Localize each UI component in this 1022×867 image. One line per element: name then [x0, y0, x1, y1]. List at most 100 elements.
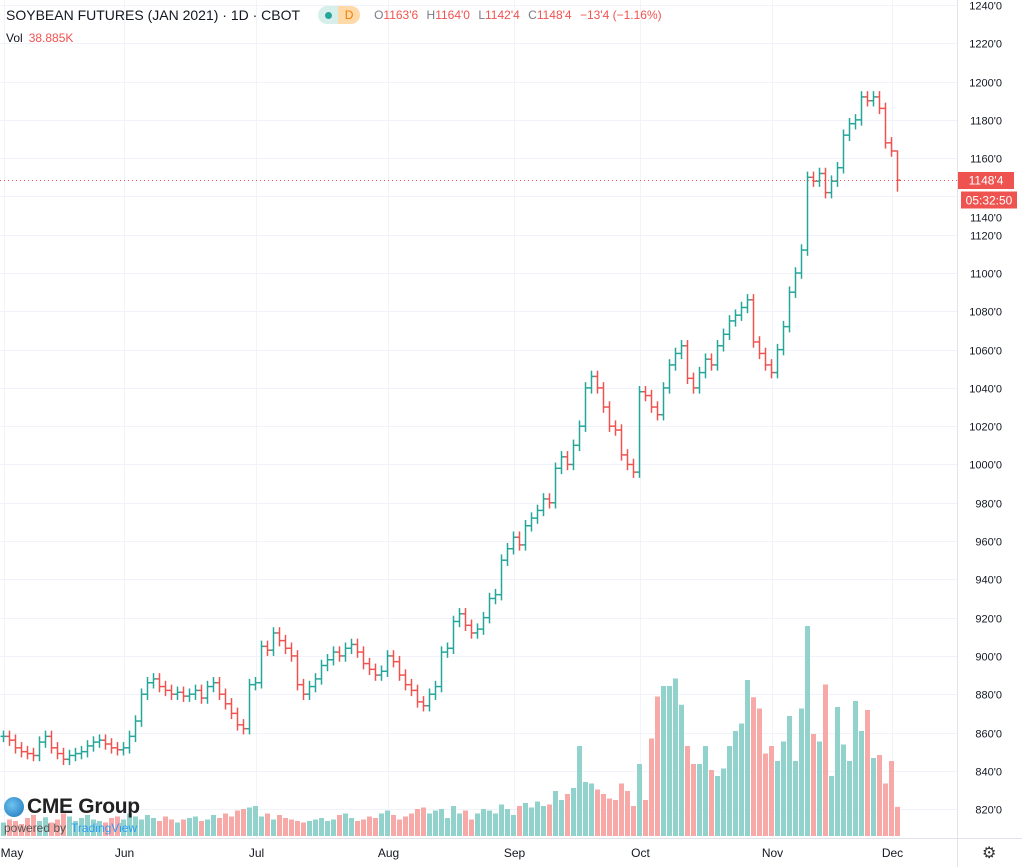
ohlc-bar: [42, 730, 49, 748]
volume-bar: [85, 815, 90, 836]
volume-bar: [157, 821, 162, 836]
volume-bar: [895, 806, 900, 836]
chart-legend: SOYBEAN FUTURES (JAN 2021) · 1D · CBOT D…: [6, 6, 667, 24]
price-tick-label: 1080'0: [969, 307, 1002, 319]
volume-bar: [325, 821, 330, 836]
ohlc-bar: [558, 451, 565, 475]
ohlc-bar: [414, 684, 421, 708]
volume-bar: [229, 816, 234, 836]
ohlc-bar: [48, 730, 55, 754]
ohlc-bar: [498, 554, 505, 601]
ohlc-bar: [720, 328, 727, 352]
volume-bar: [739, 723, 744, 836]
time-axis[interactable]: May Jun Jul Aug Sep Oct Nov Dec: [1, 846, 904, 860]
symbol-title[interactable]: SOYBEAN FUTURES (JAN 2021) · 1D · CBOT: [6, 7, 301, 23]
ohlc-bar: [474, 623, 481, 639]
volume-bar: [517, 806, 522, 836]
price-tick-label: 1180'0: [970, 116, 1002, 128]
ohlc-bar: [354, 638, 361, 658]
ohlc-bar: [432, 680, 439, 700]
ohlc-bar: [174, 686, 181, 700]
volume-bar: [49, 822, 54, 836]
ohlc-bar: [102, 734, 109, 750]
ohlc-bar: [210, 676, 217, 693]
ohlc-bar: [114, 742, 121, 756]
volume-bar: [805, 626, 810, 836]
ohlc-bar: [360, 646, 367, 670]
ohlc-bar: [522, 520, 529, 551]
volume-bar: [565, 794, 570, 836]
volume-bar: [433, 810, 438, 836]
volume-bar: [475, 813, 480, 836]
volume-bar: [577, 746, 582, 836]
volume-bar: [43, 817, 48, 836]
volume-bar: [625, 791, 630, 836]
ohlc-bar: [390, 650, 397, 668]
volume-bar: [367, 816, 372, 836]
volume-bar: [97, 821, 102, 836]
low-value: 1142'4: [485, 8, 520, 22]
volume-bar: [487, 810, 492, 836]
volume-bar: [763, 753, 768, 836]
ohlc-bar: [132, 715, 139, 743]
time-tick-label: Nov: [762, 846, 783, 860]
ohlc-bar: [330, 646, 337, 666]
cme-tradingview-logo[interactable]: CME Group powered by TradingView: [4, 795, 140, 835]
volume-bar: [619, 783, 624, 836]
time-tick-label: Aug: [378, 846, 399, 860]
ohlc-bar: [540, 493, 547, 517]
volume-bar: [13, 821, 18, 836]
ohlc-bar: [510, 531, 517, 555]
volume-bar: [703, 746, 708, 836]
ohlc-bar: [600, 382, 607, 413]
volume-bar: [607, 798, 612, 836]
volume-bar: [853, 701, 858, 836]
ohlc-bar: [306, 680, 313, 700]
volume-bar: [889, 761, 894, 836]
ohlc-bar: [312, 673, 319, 693]
volume-bar: [457, 813, 462, 836]
price-axis[interactable]: 820'0 840'0 860'0 880'0 900'0 920'0 940'0 960'0…: [969, 1, 1002, 817]
ohlc-bar: [6, 730, 13, 746]
gear-icon[interactable]: ⚙: [982, 845, 997, 862]
price-tick-label: 1240'0: [969, 1, 1002, 13]
ohlc-bar: [654, 401, 661, 421]
volume-bar: [211, 815, 216, 836]
ohlc-bar: [0, 730, 7, 743]
volume-label[interactable]: Vol: [6, 31, 23, 45]
ohlc-bar: [864, 91, 871, 107]
ohlc-bar: [72, 747, 79, 762]
time-tick-label: Oct: [631, 846, 650, 860]
volume-value: 38.885K: [28, 31, 74, 45]
ohlc-bar: [30, 747, 37, 762]
ohlc-bar: [480, 611, 487, 635]
ohlc-bar: [108, 738, 115, 754]
volume-bar: [55, 819, 60, 836]
volume-bar: [541, 806, 546, 836]
ohlc-bar: [258, 640, 265, 689]
tradingview-link[interactable]: TradingView: [71, 821, 138, 835]
ohlc-bar: [660, 382, 667, 421]
ohlc-bar: [780, 320, 787, 356]
volume-bar: [871, 758, 876, 836]
ohlc-bar: [774, 343, 781, 379]
volume-bar: [427, 813, 432, 836]
grid-lines: [0, 0, 957, 838]
time-tick-label: May: [1, 846, 24, 860]
volume-bar: [199, 821, 204, 836]
change-value: −13'4 (−1.16%): [579, 8, 662, 22]
volume-bar: [349, 818, 354, 836]
volume-bar: [223, 813, 228, 836]
volume-bar: [289, 819, 294, 836]
ohlc-bar: [24, 745, 31, 760]
market-status-badge[interactable]: D: [318, 6, 361, 24]
ohlc-bar: [126, 730, 133, 754]
volume-bar: [163, 816, 168, 836]
ohlc-bar: [252, 676, 259, 691]
brand-name: CME Group: [27, 795, 140, 818]
ohlc-bar: [792, 267, 799, 298]
volume-bar: [7, 819, 12, 836]
volume-bar: [193, 816, 198, 836]
volume-bar: [691, 764, 696, 836]
